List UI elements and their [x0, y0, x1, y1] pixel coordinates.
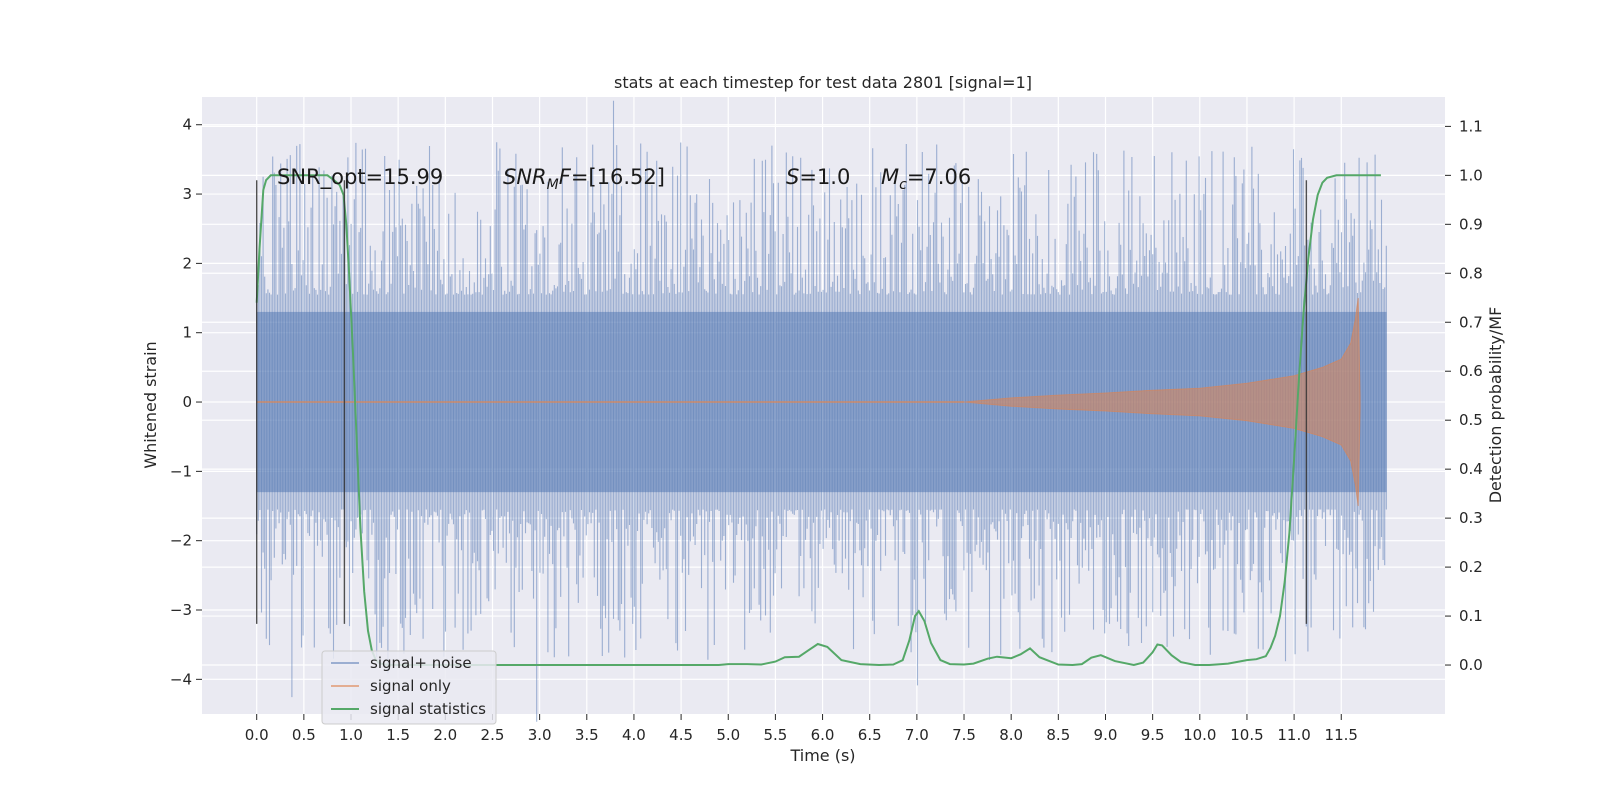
annotation-mc-subscript: c [899, 177, 907, 193]
x-tick-label: 9.5 [1141, 726, 1165, 744]
annotation-group: SNR_opt=15.99 SNRMF=[16.52] S=1.0 Mc=7.0… [277, 165, 971, 193]
legend-box [321, 650, 497, 725]
y2-tick-label: 0.5 [1459, 411, 1483, 429]
x-tick-label: 4.5 [669, 726, 693, 744]
annotation-snr-mf-tail: F [559, 165, 572, 189]
y2-tick-label: 0.3 [1459, 509, 1483, 527]
annotation-mc-symbol: M [881, 165, 899, 189]
y2-tick-label: 0.1 [1459, 607, 1483, 625]
y2-tick-label: 0.8 [1459, 264, 1483, 282]
x-tick-label: 3.0 [528, 726, 552, 744]
y2-tick-label: 1.1 [1459, 117, 1483, 135]
x-tick-label: 5.0 [716, 726, 740, 744]
annotation-snr-mf-value: =[16.52] [571, 165, 665, 189]
x-axis-label: Time (s) [789, 746, 855, 765]
y2-tick-label: 1.0 [1459, 166, 1483, 184]
x-tick-label: 2.5 [481, 726, 505, 744]
signal-statistics-line [255, 174, 1381, 667]
x-tick-label: 1.0 [339, 726, 363, 744]
x-tick-label: 2.0 [433, 726, 457, 744]
x-tick-label: 3.5 [575, 726, 599, 744]
x-tick-label: 0.0 [245, 726, 269, 744]
annotation-s-symbol: S [786, 165, 799, 189]
y-axis-ticks: 4 3 2 1 0 −1 −2 −3 −4 [170, 116, 202, 688]
x-tick-label: 10.5 [1230, 726, 1263, 744]
series-signal-statistics [255, 174, 1381, 667]
annotation-snr-mf-subscript: M [547, 177, 559, 193]
y2-tick-label: 0.9 [1459, 215, 1483, 233]
annotation-mc-value: =7.06 [907, 165, 971, 189]
y2-tick-label: 0.6 [1459, 362, 1483, 380]
y2-tick-label: 0.2 [1459, 558, 1483, 576]
y-axis-label: Whitened strain [141, 341, 160, 468]
y-tick-label: 4 [182, 116, 192, 134]
x-tick-label: 4.0 [622, 726, 646, 744]
x-tick-label: 6.0 [811, 726, 835, 744]
y-tick-label: −3 [170, 601, 192, 619]
x-tick-label: 9.0 [1094, 726, 1118, 744]
x-tick-label: 11.5 [1325, 726, 1358, 744]
x-tick-label: 7.5 [952, 726, 976, 744]
legend: signal+ noise signal only signal statist… [321, 650, 497, 725]
y2-tick-label: 0.7 [1459, 313, 1483, 331]
annotation-snr-mf: SNRMF=[16.52] [503, 165, 665, 193]
x-tick-label: 5.5 [763, 726, 787, 744]
y2-axis-ticks: 1.1 1.0 0.9 0.8 0.7 0.6 0.5 0.4 0.3 0.2 0.1 0.0 [1445, 117, 1483, 674]
annotation-mc: Mc=7.06 [881, 165, 971, 193]
x-tick-label: 7.0 [905, 726, 929, 744]
y2-tick-label: 0.0 [1459, 656, 1483, 674]
y-tick-label: 3 [182, 185, 192, 203]
signal-only-envelope [963, 297, 1361, 507]
y-tick-label: −4 [170, 670, 192, 688]
y-tick-label: −1 [170, 462, 192, 480]
chart-title: stats at each timestep for test data 280… [614, 73, 1032, 92]
legend-label-signal-statistics: signal statistics [370, 700, 486, 718]
x-tick-label: 1.5 [386, 726, 410, 744]
y-tick-label: 2 [182, 254, 192, 272]
annotation-s: S=1.0 [786, 165, 850, 189]
series-signal-only [256, 297, 1361, 507]
x-tick-label: 6.5 [858, 726, 882, 744]
y-tick-label: −2 [170, 532, 192, 550]
annotation-snr-opt: SNR_opt=15.99 [277, 165, 443, 190]
x-tick-label: 11.0 [1277, 726, 1310, 744]
x-tick-label: 0.5 [292, 726, 316, 744]
y-tick-label: 0 [182, 393, 192, 411]
y2-tick-label: 0.4 [1459, 460, 1483, 478]
x-tick-label: 8.0 [999, 726, 1023, 744]
y2-axis-label: Detection probability/MF [1486, 307, 1505, 504]
vertical-markers [255, 180, 1308, 624]
x-tick-label: 8.5 [1046, 726, 1070, 744]
annotation-snr-mf-symbol: SNR [503, 165, 547, 189]
legend-label-signal-noise: signal+ noise [370, 654, 472, 672]
legend-label-signal-only: signal only [370, 677, 451, 695]
x-axis-ticks: 0.0 0.5 1.0 1.5 2.0 2.5 3.0 3.5 4.0 4.5 5.0 5.5 6.0 6… [245, 714, 1358, 744]
annotation-s-value: =1.0 [799, 165, 850, 189]
y-tick-label: 1 [182, 324, 192, 342]
x-tick-label: 10.0 [1183, 726, 1216, 744]
